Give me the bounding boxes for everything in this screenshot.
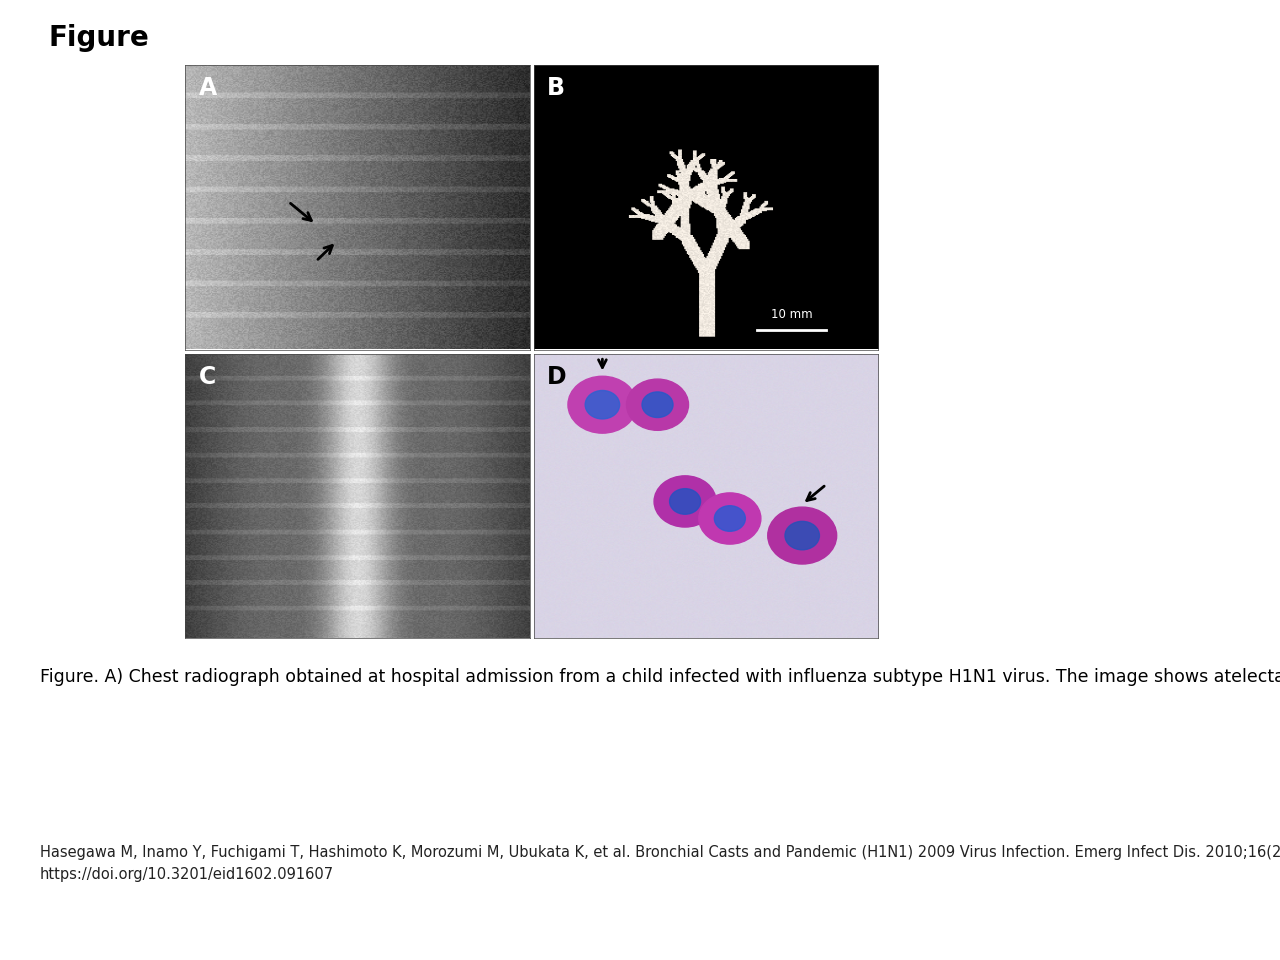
Text: C: C <box>198 365 216 389</box>
Circle shape <box>626 379 689 430</box>
Circle shape <box>654 476 716 527</box>
Text: 10 mm: 10 mm <box>772 308 813 321</box>
Circle shape <box>643 392 673 418</box>
Text: Figure. A) Chest radiograph obtained at hospital admission from a child infected: Figure. A) Chest radiograph obtained at … <box>40 668 1280 686</box>
Text: Hasegawa M, Inamo Y, Fuchigami T, Hashimoto K, Morozumi M, Ubukata K, et al. Bro: Hasegawa M, Inamo Y, Fuchigami T, Hashim… <box>40 845 1280 882</box>
Circle shape <box>699 492 760 544</box>
Text: B: B <box>548 77 566 101</box>
Circle shape <box>568 376 637 433</box>
Circle shape <box>768 507 837 564</box>
Circle shape <box>585 391 620 419</box>
Circle shape <box>714 506 745 531</box>
Text: A: A <box>198 77 218 101</box>
Text: D: D <box>548 365 567 389</box>
Text: Figure: Figure <box>49 24 150 52</box>
Circle shape <box>669 489 700 515</box>
Circle shape <box>785 521 819 550</box>
